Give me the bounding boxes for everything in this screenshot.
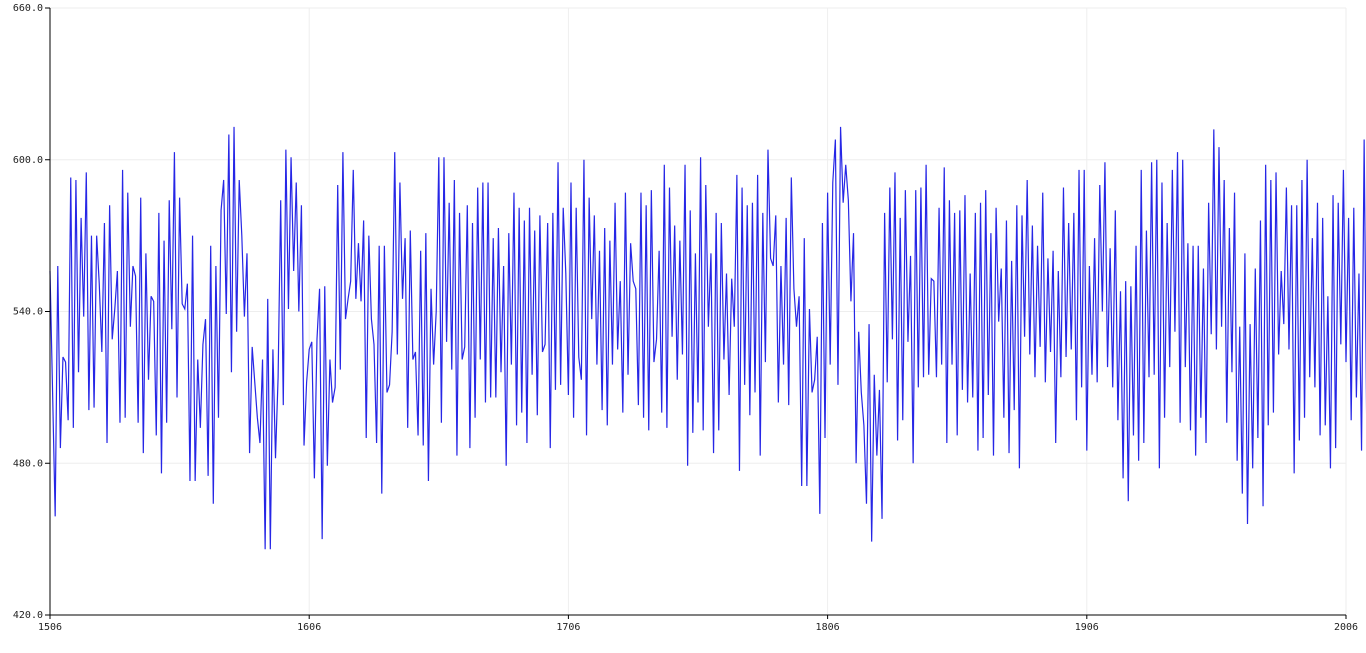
tick-labels: 420.0 480.0 540.0 600.0 660.0 1506 1606 1706 180… bbox=[13, 3, 1358, 633]
series-line-0 bbox=[49, 126, 1366, 550]
series-layer bbox=[49, 126, 1366, 550]
grid-lines bbox=[50, 7, 1347, 615]
x-tick-label: 2006 bbox=[1334, 622, 1358, 633]
x-tick-label: 1806 bbox=[816, 622, 840, 633]
y-tick-label: 660.0 bbox=[13, 3, 43, 14]
y-tick-label: 540.0 bbox=[13, 307, 43, 318]
axes bbox=[45, 7, 1347, 619]
x-tick-label: 1906 bbox=[1075, 622, 1099, 633]
x-tick-label: 1606 bbox=[297, 622, 321, 633]
x-tick-label: 1706 bbox=[556, 622, 580, 633]
y-tick-label: 600.0 bbox=[13, 155, 43, 166]
y-tick-label: 420.0 bbox=[13, 610, 43, 621]
x-tick-label: 1506 bbox=[38, 622, 62, 633]
y-tick-label: 480.0 bbox=[13, 458, 43, 469]
